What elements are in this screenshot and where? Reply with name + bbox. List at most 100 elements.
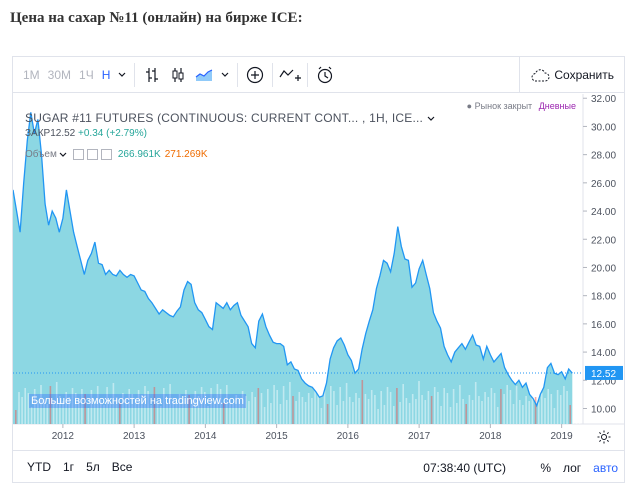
volume-bar (131, 394, 134, 424)
market-status: ● Рынок закрыт Дневные (467, 101, 576, 111)
volume-bar (74, 393, 77, 424)
volume-bar (204, 392, 206, 424)
last-price-badge (585, 365, 623, 380)
volume-bar (399, 402, 401, 424)
volume-bar (216, 384, 219, 424)
volume-bar (273, 385, 275, 424)
volume-bar (330, 386, 332, 424)
x-tick-label: 2019 (551, 431, 574, 442)
chart-toolbar: 1М 30М 1Ч Н Со (13, 57, 624, 93)
area-style-icon[interactable] (191, 57, 217, 93)
range-all[interactable]: Все (111, 460, 133, 474)
add-indicator-icon[interactable] (242, 57, 268, 93)
x-tick-label: 2013 (123, 431, 146, 442)
y-tick-label: 20.00 (591, 263, 616, 274)
volume-bar (415, 399, 417, 424)
volume-label[interactable]: Объем (25, 149, 57, 160)
toolbar-divider (134, 62, 136, 87)
price-chart[interactable]: 10.00 12.00 14.00 16.00 18.00 20.00 22.00 24.00… (12, 94, 624, 446)
volume-bar (544, 398, 546, 424)
settings-gear-icon[interactable] (584, 425, 624, 449)
volume-bar (478, 396, 480, 424)
volume-bar (46, 404, 49, 424)
timeframe-label: Дневные (538, 101, 576, 111)
y-tick-label: 24.00 (591, 207, 616, 218)
chevron-down-icon[interactable] (59, 152, 67, 158)
legend-volume: Объем 266.961K 271.269K (25, 149, 208, 160)
volume-bar (541, 393, 543, 424)
volume-bar (137, 390, 140, 424)
interval-30m[interactable]: 30М (47, 67, 72, 82)
volume-bar (462, 399, 464, 424)
volume-bar (188, 395, 190, 424)
volume-bar (528, 401, 530, 424)
chevron-down-icon[interactable] (427, 116, 435, 122)
eye-icon[interactable] (72, 149, 84, 160)
price-area-fill (13, 112, 573, 425)
volume-bar (333, 391, 335, 424)
volume-bar (115, 397, 118, 424)
volume-bar (244, 396, 247, 424)
chart-area[interactable]: 10.00 12.00 14.00 16.00 18.00 20.00 22.00 24.00… (12, 94, 624, 446)
close-value: 12.52 (50, 128, 76, 139)
volume-bar (553, 408, 556, 424)
volume-bar (348, 397, 351, 424)
interval-1m[interactable]: 1М (23, 67, 40, 82)
bar-style-icon[interactable] (139, 57, 165, 93)
chevron-down-icon[interactable] (217, 57, 233, 93)
legend-symbol[interactable]: SUGAR #11 FUTURES (CONTINUOUS: CURRENT C… (25, 111, 359, 125)
alert-clock-icon[interactable] (312, 57, 338, 93)
interval-1h[interactable]: 1Ч (79, 67, 94, 82)
volume-bar (355, 393, 357, 424)
y-tick-label: 14.00 (591, 348, 616, 359)
close-icon[interactable] (100, 149, 112, 160)
auto-scale-button[interactable]: авто (593, 460, 618, 475)
volume-bar (304, 402, 307, 424)
gear-icon[interactable] (86, 149, 98, 160)
volume-bar (326, 404, 329, 424)
volume-bar (323, 390, 326, 424)
clock-time[interactable]: 07:38:40 (UTC) (423, 460, 506, 475)
volume-bar (178, 394, 181, 424)
volume-bar (285, 400, 288, 424)
volume-bar (251, 392, 253, 424)
save-label: Сохранить (554, 68, 614, 82)
volume-bar (550, 394, 553, 424)
volume-bar (411, 394, 414, 424)
volume-bar (134, 399, 137, 424)
range-5y[interactable]: 5л (86, 460, 100, 474)
volume-bar (487, 397, 490, 424)
volume-bar (100, 400, 102, 424)
percent-scale-button[interactable]: % (540, 460, 551, 475)
volume-bar (175, 403, 178, 424)
volume-bar (317, 394, 319, 424)
volume-bar (440, 406, 442, 424)
volume-bar (65, 392, 67, 424)
volume-bar (389, 392, 392, 424)
range-ytd[interactable]: YTD (27, 460, 51, 474)
volume-bar (569, 405, 571, 424)
tradingview-watermark[interactable]: Больше возможностей на tradingview.com (29, 394, 246, 408)
volume-bar (153, 387, 156, 424)
volume-bar (563, 386, 565, 424)
volume-bar (386, 387, 389, 424)
volume-bar (465, 404, 467, 424)
volume-bar (87, 408, 90, 424)
volume-bar (452, 389, 455, 424)
volume-bar (566, 391, 568, 424)
volume-bar (37, 403, 39, 424)
volume-bar (235, 395, 238, 424)
range-1y[interactable]: 1г (63, 460, 75, 474)
chevron-down-icon[interactable] (114, 57, 130, 93)
volume-bar (267, 389, 269, 424)
volume-bar (103, 405, 105, 424)
log-scale-button[interactable]: лог (562, 460, 582, 475)
volume-bar (537, 402, 540, 424)
candle-style-icon[interactable] (165, 57, 191, 93)
compare-icon[interactable] (277, 57, 303, 93)
volume-bar (232, 404, 234, 424)
volume-bar (522, 405, 524, 424)
interval-week[interactable]: Н (101, 67, 111, 82)
save-button[interactable]: Сохранить (519, 57, 624, 93)
volume-bar (169, 384, 171, 424)
